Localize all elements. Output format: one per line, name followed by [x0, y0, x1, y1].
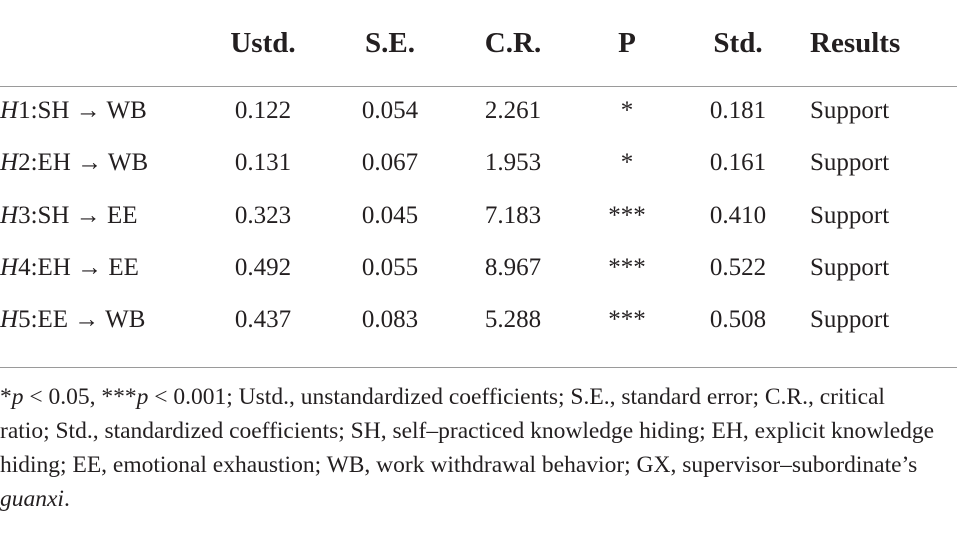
- cell-value: ***: [608, 306, 646, 334]
- footnote-text: < 0.05, ***: [23, 384, 137, 410]
- column-header: Ustd.: [230, 27, 296, 59]
- cell-value: 0.083: [361, 306, 419, 334]
- cell-value: 0.122: [234, 97, 292, 124]
- column-header: P: [618, 27, 636, 59]
- column-header: S.E.: [365, 27, 415, 59]
- row-label: H5:EE → WB: [0, 306, 146, 334]
- cell-value: 8.967: [484, 253, 542, 281]
- cell-value: 7.183: [484, 201, 542, 229]
- footnote-text: .: [63, 486, 70, 512]
- cell-value: 0.522: [709, 253, 767, 281]
- row-label: H3:SH → EE: [0, 201, 138, 229]
- cell-value: 0.323: [234, 201, 292, 229]
- cell-value: 0.437: [234, 306, 292, 334]
- cell-value: *: [620, 149, 634, 177]
- cell-value: 0.181: [709, 97, 767, 124]
- row-label: H4:EH → EE: [0, 253, 139, 281]
- footnote-text: p: [136, 384, 149, 410]
- cell-value: 5.288: [484, 306, 542, 334]
- cell-value: 0.054: [361, 97, 419, 124]
- cell-value: Support: [810, 97, 890, 124]
- row-label: H1:SH → WB: [0, 97, 147, 124]
- footnote-text: guanxi: [0, 486, 64, 512]
- column-header: C.R.: [484, 27, 542, 59]
- cell-value: 0.045: [361, 201, 419, 229]
- column-header: Std.: [713, 27, 763, 59]
- footnote: *p < 0.05, ***p < 0.001; Ustd., unstanda…: [0, 380, 940, 516]
- row-label: H2:EH → WB: [0, 149, 149, 177]
- cell-value: 0.410: [709, 201, 767, 229]
- cell-value: ***: [608, 201, 646, 229]
- cell-value: Support: [810, 306, 890, 334]
- bottom-rule: [0, 367, 957, 368]
- cell-value: *: [620, 97, 634, 124]
- footnote-text: *: [0, 384, 12, 410]
- cell-value: 2.261: [484, 97, 542, 124]
- footnote-text: < 0.001; Ustd., unstandardized coefficie…: [0, 384, 935, 478]
- cell-value: 0.508: [709, 306, 767, 334]
- column-header: Results: [810, 27, 901, 59]
- cell-value: 0.161: [709, 149, 767, 177]
- cell-value: 0.131: [234, 149, 292, 177]
- cell-value: Support: [810, 253, 890, 281]
- cell-value: 0.055: [361, 253, 419, 281]
- cell-value: ***: [608, 253, 646, 281]
- cell-value: 1.953: [484, 149, 542, 177]
- header-rule: [0, 86, 957, 87]
- cell-value: Support: [810, 201, 890, 229]
- footnote-text: p: [11, 384, 24, 410]
- cell-value: 0.492: [234, 253, 292, 281]
- cell-value: Support: [810, 149, 890, 177]
- cell-value: 0.067: [361, 149, 419, 177]
